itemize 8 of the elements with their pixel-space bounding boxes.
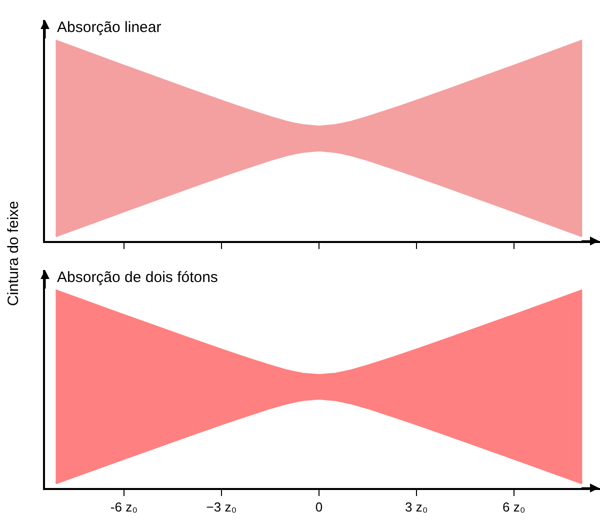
x-tick-label: -6 z₀: [110, 499, 138, 514]
chart-title: Absorção de dois fótons: [57, 269, 218, 286]
x-tick-label: 6 z₀: [502, 499, 526, 514]
x-tick-label: 0: [315, 499, 323, 514]
x-tick-label: 3 z₀: [405, 499, 428, 514]
x-tick-label: −3 z₀: [206, 499, 237, 514]
y-axis-title: Cintura do feixe: [5, 200, 22, 306]
chart-title: Absorção linear: [57, 19, 162, 36]
